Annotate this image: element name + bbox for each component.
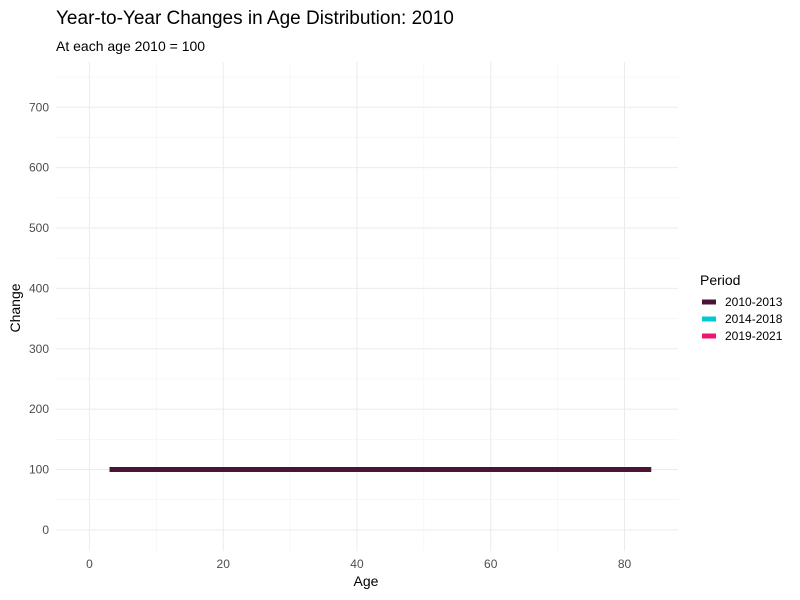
y-tick-label: 600 bbox=[29, 161, 49, 175]
x-tick-label: 20 bbox=[217, 557, 231, 571]
y-axis-ticks: 0 100 200 300 400 500 600 700 bbox=[29, 100, 49, 537]
legend-title: Period bbox=[700, 272, 740, 288]
y-tick-label: 500 bbox=[29, 221, 49, 235]
y-tick-label: 200 bbox=[29, 402, 49, 416]
y-tick-label: 100 bbox=[29, 463, 49, 477]
x-tick-label: 80 bbox=[618, 557, 632, 571]
y-tick-label: 300 bbox=[29, 342, 49, 356]
y-axis-title: Change bbox=[7, 283, 23, 332]
legend-label-2014-2018: 2014-2018 bbox=[725, 312, 783, 326]
y-tick-label: 0 bbox=[42, 523, 49, 537]
x-tick-label: 0 bbox=[86, 557, 93, 571]
legend-label-2019-2021: 2019-2021 bbox=[725, 329, 783, 343]
chart-subtitle: At each age 2010 = 100 bbox=[56, 38, 205, 54]
y-tick-label: 700 bbox=[29, 100, 49, 114]
x-tick-label: 60 bbox=[484, 557, 498, 571]
y-tick-label: 400 bbox=[29, 281, 49, 295]
chart-title: Year-to-Year Changes in Age Distribution… bbox=[56, 8, 454, 29]
x-axis-ticks: 0 20 40 60 80 bbox=[86, 557, 631, 571]
x-axis-title: Age bbox=[354, 573, 379, 589]
legend-label-2010-2013: 2010-2013 bbox=[725, 295, 783, 309]
x-tick-label: 40 bbox=[350, 557, 364, 571]
legend: Period 2010-2013 2014-2018 2019-2021 bbox=[700, 272, 783, 343]
plot-area: 0 20 40 60 80 0 100 200 300 400 500 600 700 bbox=[29, 62, 678, 571]
gridlines bbox=[56, 62, 678, 551]
